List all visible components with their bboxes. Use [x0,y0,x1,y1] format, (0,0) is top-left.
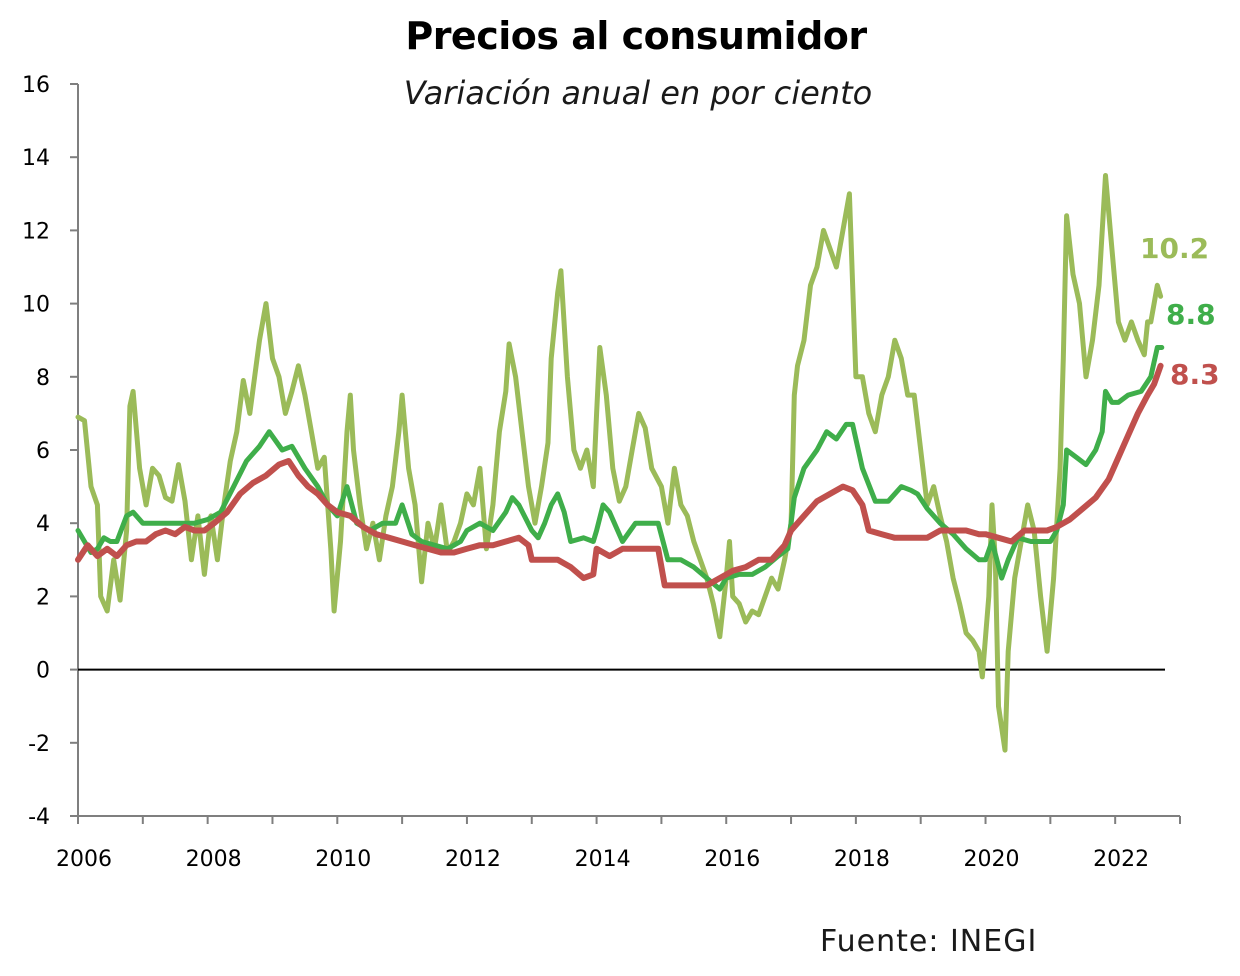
chart-subtitle: Variación anual en por ciento [403,74,873,112]
chart-title: Precios al consumidor [405,14,867,58]
y-tick-label: 14 [22,146,50,171]
series-line-light-green [75,173,1164,753]
x-tick-label: 2020 [964,847,1020,872]
x-tick-label: 2008 [186,847,242,872]
y-tick-label: 10 [22,293,50,318]
x-tick-label: 2014 [575,847,631,872]
end-label-red: 8.3 [1170,358,1220,391]
x-tick-label: 2010 [315,847,371,872]
x-tick-label: 2018 [834,847,890,872]
y-tick-label: -2 [28,732,50,757]
y-tick-label: 2 [36,585,50,610]
x-tick-label: 2012 [445,847,501,872]
x-tick-label: 2016 [704,847,760,872]
y-tick-label: 16 [22,73,50,98]
y-tick-label: 8 [36,366,50,391]
y-tick-label: 0 [36,659,50,684]
y-tick-label: 4 [36,512,50,537]
source-note: Fuente: INEGI [820,924,1038,959]
y-tick-label: 6 [36,439,50,464]
end-label-green: 8.8 [1166,298,1216,331]
y-tick-label: 12 [22,219,50,244]
series-line-green [75,345,1165,592]
series-line-red [75,362,1164,589]
x-tick-label: 2022 [1093,847,1149,872]
x-tick-label: 2006 [56,847,112,872]
y-tick-label: -4 [28,805,50,830]
end-label-light-green: 10.2 [1140,232,1209,265]
